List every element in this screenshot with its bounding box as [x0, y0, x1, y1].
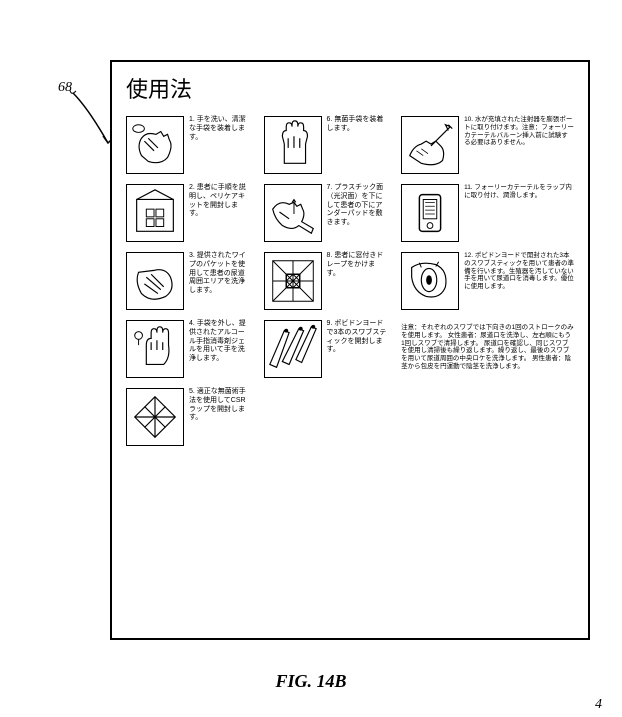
- step-2-thumb: [126, 184, 184, 242]
- step-3: 3. 提供されたワイプのパケットを使用して患者の尿道周囲エリアを洗浄します。: [126, 252, 250, 310]
- step-1-thumb: [126, 116, 184, 174]
- step-2: 2. 患者に手順を説明し、ペリケアキットを開封します。: [126, 184, 250, 242]
- panel-title: 使用法: [126, 72, 574, 104]
- step-8: 8. 患者に窓付きドレープをかけます。: [264, 252, 388, 310]
- instruction-panel: 使用法 1. 手を洗い、清潔な手袋を装着します。 2. 患者に手順を説明し、ペリ…: [110, 60, 590, 640]
- step-7-thumb: [264, 184, 322, 242]
- procedure-note: 注意：それぞれのスワブでは下向きの1回のストロークのみを使用します。 女性患者：…: [401, 324, 574, 371]
- step-2-text: 2. 患者に手順を説明し、ペリケアキットを開封します。: [189, 184, 250, 219]
- step-8-text: 8. 患者に窓付きドレープをかけます。: [327, 252, 388, 278]
- step-10-thumb: [401, 116, 459, 174]
- step-12-text: 12. ポビドンヨードで開封された3本のスワブスティックを用いて患者の準備を行い…: [464, 252, 574, 291]
- step-5-text: 5. 適正な無菌術手法を使用してCSRラップを開封します。: [189, 388, 250, 423]
- step-12-thumb: [401, 252, 459, 310]
- step-4: 4. 手袋を外し、提供されたアルコール手指消毒剤ジェルを用いて手を洗浄します。: [126, 320, 250, 378]
- step-1: 1. 手を洗い、清潔な手袋を装着します。: [126, 116, 250, 174]
- step-3-thumb: [126, 252, 184, 310]
- step-10-text: 10. 水が充填された注射器を膨張ポートに取り付けます。注意：フォーリーカテーテ…: [464, 116, 574, 147]
- step-12: 12. ポビドンヨードで開封された3本のスワブスティックを用いて患者の準備を行い…: [401, 252, 574, 310]
- step-8-thumb: [264, 252, 322, 310]
- columns: 1. 手を洗い、清潔な手袋を装着します。 2. 患者に手順を説明し、ペリケアキッ…: [126, 116, 574, 632]
- step-6: 6. 無菌手袋を装着します。: [264, 116, 388, 174]
- figure-caption: FIG. 14B: [275, 671, 346, 692]
- step-5: 5. 適正な無菌術手法を使用してCSRラップを開封します。: [126, 388, 250, 446]
- step-9: 9. ポビドンヨードで3本のスワブスティックを開封します。: [264, 320, 388, 378]
- step-1-text: 1. 手を洗い、清潔な手袋を装着します。: [189, 116, 250, 142]
- column-3: 10. 水が充填された注射器を膨張ポートに取り付けます。注意：フォーリーカテーテ…: [401, 116, 574, 632]
- step-9-thumb: [264, 320, 322, 378]
- step-11-thumb: [401, 184, 459, 242]
- step-7-text: 7. プラスチック面（光沢面）を下にして患者の下にアンダーパッドを敷きます。: [327, 184, 388, 228]
- step-7: 7. プラスチック面（光沢面）を下にして患者の下にアンダーパッドを敷きます。: [264, 184, 388, 242]
- column-1: 1. 手を洗い、清潔な手袋を装着します。 2. 患者に手順を説明し、ペリケアキッ…: [126, 116, 250, 632]
- step-6-thumb: [264, 116, 322, 174]
- step-4-thumb: [126, 320, 184, 378]
- step-11-text: 11. フォーリーカテーテルをラップ内に取り付け、潤滑します。: [464, 184, 574, 200]
- page-number: 4: [595, 697, 602, 713]
- step-4-text: 4. 手袋を外し、提供されたアルコール手指消毒剤ジェルを用いて手を洗浄します。: [189, 320, 250, 364]
- step-5-thumb: [126, 388, 184, 446]
- step-3-text: 3. 提供されたワイプのパケットを使用して患者の尿道周囲エリアを洗浄します。: [189, 252, 250, 296]
- step-6-text: 6. 無菌手袋を装着します。: [327, 116, 388, 134]
- column-2: 6. 無菌手袋を装着します。 7. プラスチック面（光沢面）を下にして患者の下に…: [264, 116, 388, 632]
- step-9-text: 9. ポビドンヨードで3本のスワブスティックを開封します。: [327, 320, 388, 355]
- step-11: 11. フォーリーカテーテルをラップ内に取り付け、潤滑します。: [401, 184, 574, 242]
- step-10: 10. 水が充填された注射器を膨張ポートに取り付けます。注意：フォーリーカテーテ…: [401, 116, 574, 174]
